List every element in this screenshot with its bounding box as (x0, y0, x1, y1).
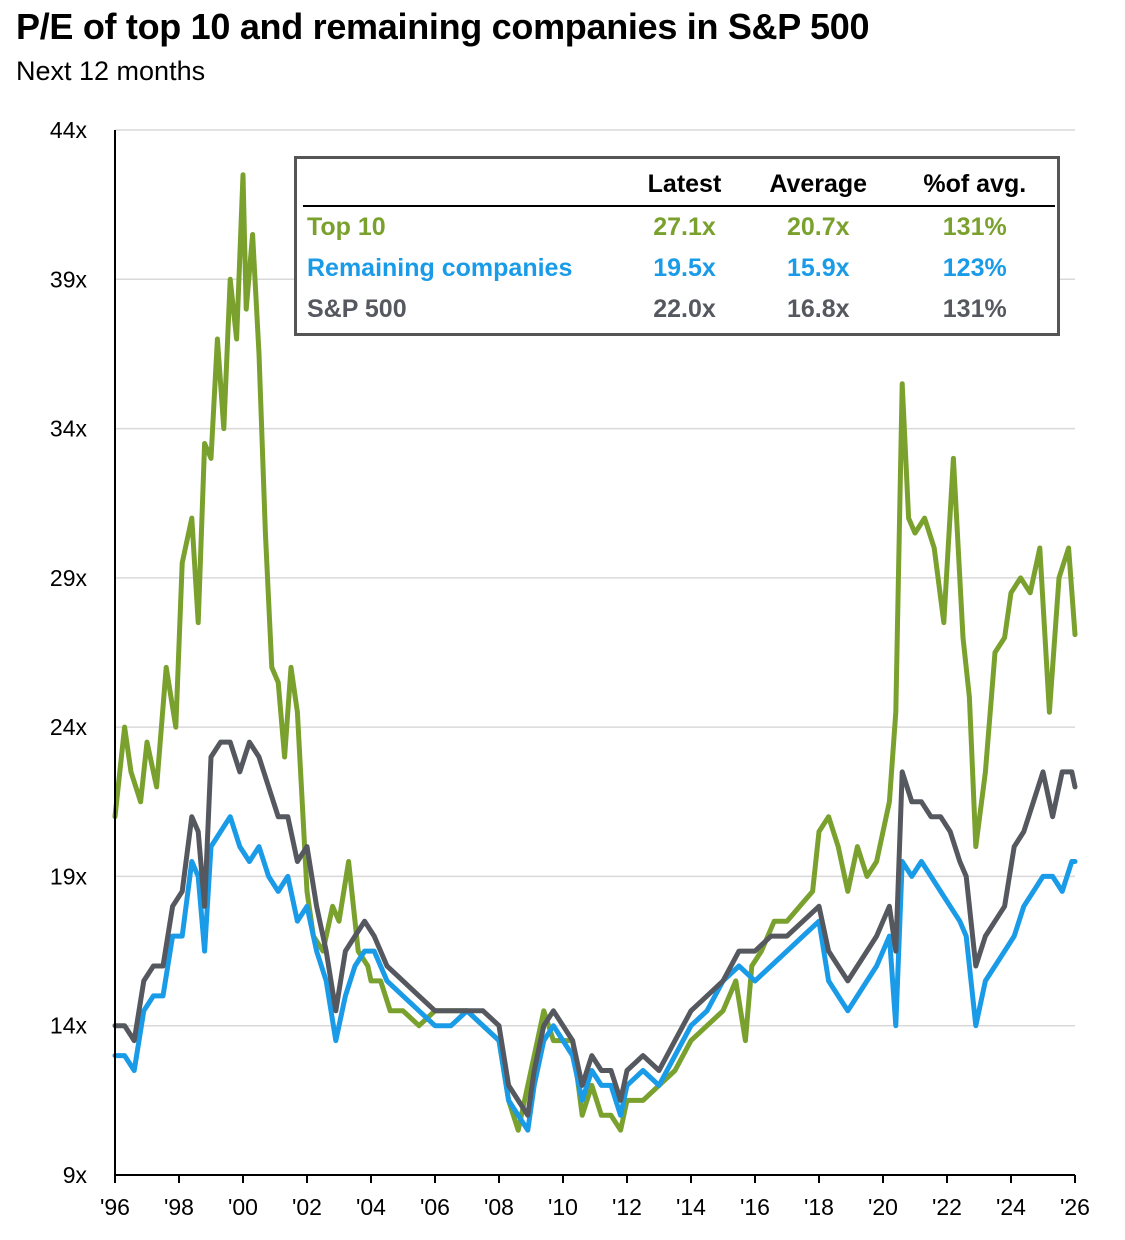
legend-pct: 131% (942, 295, 1007, 323)
chart-subtitle: Next 12 months (16, 56, 206, 86)
y-tick-label: 9x (63, 1162, 88, 1188)
legend-row-remaining: Remaining companies 19.5x 15.9x 123% (303, 248, 1055, 289)
x-tick-label: '02 (292, 1194, 322, 1220)
legend-name: Top 10 (307, 213, 386, 241)
x-tick-label: '96 (100, 1194, 130, 1220)
series-top-10-line (112, 172, 1078, 1133)
legend-latest: 19.5x (653, 254, 716, 282)
series-lines (112, 172, 1078, 1133)
x-tick-label: '12 (612, 1194, 642, 1220)
x-tick-label: '16 (740, 1194, 770, 1220)
legend-header-average: Average (741, 167, 895, 207)
y-tick-label: 34x (50, 416, 88, 442)
x-tick-label: '00 (228, 1194, 258, 1220)
y-tick-label: 44x (50, 117, 88, 143)
y-tick-label: 29x (50, 565, 88, 591)
x-tick-label: '18 (804, 1194, 834, 1220)
legend-average: 20.7x (786, 213, 850, 241)
legend-table: Latest Average %of avg. Top 10 27.1x 20.… (294, 156, 1060, 336)
y-tick-label: 24x (50, 714, 88, 740)
legend-pct: 131% (942, 213, 1007, 241)
legend-latest: 27.1x (653, 213, 716, 241)
x-axis-ticks: '96 '98 '00 '02 '04 '06 '08 '10 '12 '14 '16 '18 '20 '… (100, 1175, 1090, 1220)
legend-row-top10: Top 10 27.1x 20.7x 131% (303, 206, 1055, 248)
legend-name: S&P 500 (307, 295, 407, 323)
legend-row-sp500: S&P 500 22.0x 16.8x 131% (303, 289, 1055, 330)
x-tick-label: '08 (484, 1194, 514, 1220)
y-tick-label: 19x (50, 863, 88, 889)
x-tick-label: '20 (868, 1194, 898, 1220)
y-axis-ticks: 9x 14x 19x 24x 29x 34x 39x 44x (50, 117, 88, 1188)
axes (114, 130, 1075, 1176)
chart-title: P/E of top 10 and remaining companies in… (16, 6, 870, 47)
y-tick-label: 39x (50, 266, 88, 292)
x-tick-label: '10 (548, 1194, 578, 1220)
x-tick-label: '04 (356, 1194, 386, 1220)
series-sp-500-line (112, 739, 1078, 1118)
legend-name: Remaining companies (307, 254, 573, 282)
legend-average: 16.8x (786, 295, 850, 323)
y-tick-label: 14x (50, 1013, 88, 1039)
x-tick-label: '06 (420, 1194, 450, 1220)
legend-header-pct: %of avg. (894, 167, 1055, 207)
legend-header-blank (303, 167, 627, 207)
legend-pct: 123% (942, 254, 1007, 282)
legend-header-latest: Latest (627, 167, 742, 207)
x-tick-label: '14 (676, 1194, 706, 1220)
series-remaining-companies-line (112, 814, 1078, 1133)
legend-average: 15.9x (786, 254, 850, 282)
x-tick-label: '98 (164, 1194, 194, 1220)
x-tick-label: '22 (932, 1194, 962, 1220)
x-tick-label: '26 (1060, 1194, 1090, 1220)
x-tick-label: '24 (996, 1194, 1026, 1220)
legend-latest: 22.0x (653, 295, 716, 323)
